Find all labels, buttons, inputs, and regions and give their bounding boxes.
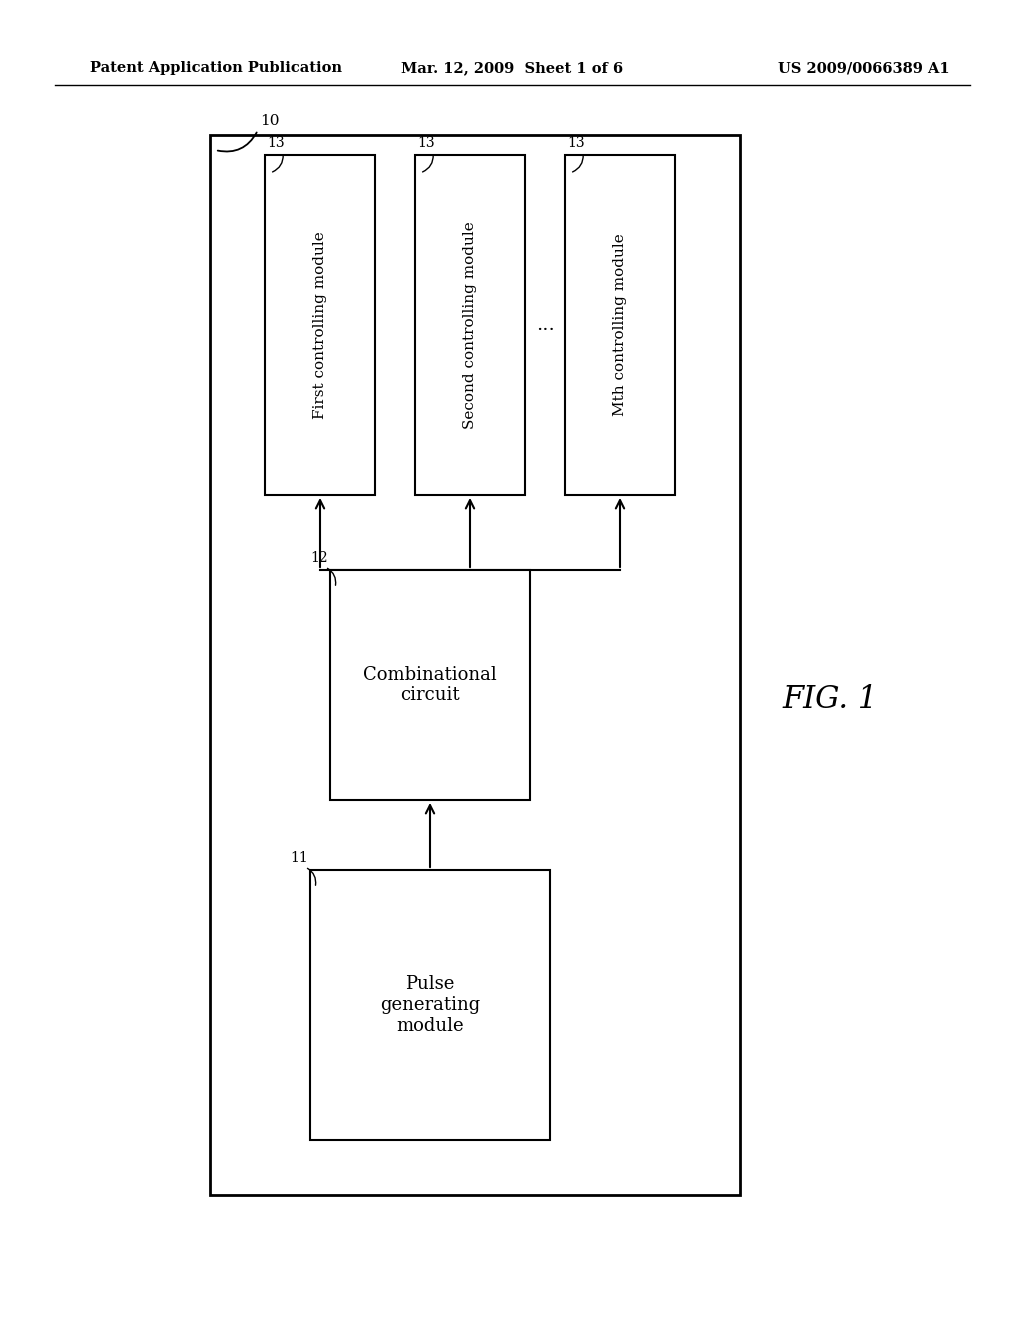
Bar <box>565 154 675 495</box>
Text: FIG. 1: FIG. 1 <box>782 685 878 715</box>
Bar <box>210 135 740 1195</box>
Text: ...: ... <box>536 315 554 334</box>
Text: Mth controlling module: Mth controlling module <box>613 234 627 416</box>
Text: US 2009/0066389 A1: US 2009/0066389 A1 <box>778 61 950 75</box>
Text: 11: 11 <box>290 851 308 865</box>
Bar <box>310 870 550 1140</box>
Text: 10: 10 <box>260 114 280 128</box>
Text: Pulse
generating
module: Pulse generating module <box>380 975 480 1035</box>
Text: 13: 13 <box>417 136 434 150</box>
Bar <box>415 154 525 495</box>
Bar <box>330 570 530 800</box>
Text: Combinational
circuit: Combinational circuit <box>364 665 497 705</box>
Text: 13: 13 <box>267 136 285 150</box>
Text: Mar. 12, 2009  Sheet 1 of 6: Mar. 12, 2009 Sheet 1 of 6 <box>401 61 623 75</box>
Text: Patent Application Publication: Patent Application Publication <box>90 61 342 75</box>
Text: 12: 12 <box>310 550 328 565</box>
Bar <box>265 154 375 495</box>
Text: Second controlling module: Second controlling module <box>463 222 477 429</box>
Text: 13: 13 <box>567 136 585 150</box>
Text: First controlling module: First controlling module <box>313 231 327 418</box>
